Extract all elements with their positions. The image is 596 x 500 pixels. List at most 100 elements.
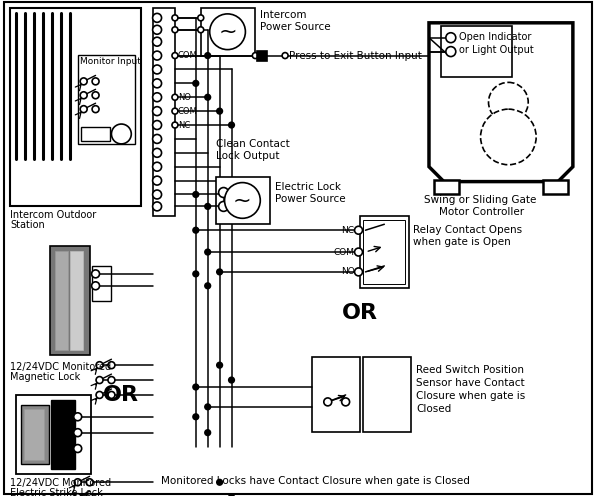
Circle shape: [92, 78, 99, 85]
Bar: [92, 266, 111, 300]
Circle shape: [153, 79, 162, 88]
Circle shape: [342, 398, 350, 406]
Text: Intercom: Intercom: [260, 10, 307, 20]
Text: NO: NO: [178, 92, 191, 102]
Text: COM: COM: [178, 106, 198, 116]
Circle shape: [217, 269, 222, 274]
Text: Power Source: Power Source: [275, 194, 346, 203]
Circle shape: [355, 226, 362, 234]
Circle shape: [96, 376, 103, 384]
Text: Monitored Locks have Contact Closure when gate is Closed: Monitored Locks have Contact Closure whe…: [161, 476, 470, 486]
Text: Power Source: Power Source: [260, 22, 331, 32]
Circle shape: [92, 282, 100, 290]
Circle shape: [153, 37, 162, 46]
Circle shape: [153, 106, 162, 116]
Text: 12/24VDC Monitored: 12/24VDC Monitored: [10, 478, 111, 488]
Bar: [51, 400, 74, 469]
Circle shape: [355, 248, 362, 256]
Circle shape: [205, 404, 210, 409]
Circle shape: [92, 106, 99, 112]
Circle shape: [205, 204, 210, 209]
Circle shape: [193, 414, 198, 420]
Polygon shape: [429, 23, 573, 182]
Text: OR: OR: [342, 302, 377, 322]
Circle shape: [229, 494, 234, 500]
Circle shape: [92, 92, 99, 98]
Bar: [364, 357, 411, 432]
Circle shape: [108, 362, 115, 368]
Bar: [441, 26, 513, 78]
Circle shape: [355, 268, 362, 276]
Circle shape: [219, 202, 228, 211]
Text: Motor Controller: Motor Controller: [439, 208, 524, 218]
Circle shape: [80, 78, 87, 85]
Text: OR: OR: [103, 385, 139, 405]
Circle shape: [80, 92, 87, 98]
Circle shape: [193, 228, 198, 233]
Bar: [24, 409, 44, 461]
Bar: [70, 251, 83, 350]
Circle shape: [229, 122, 234, 128]
Circle shape: [86, 479, 93, 486]
Circle shape: [324, 398, 332, 406]
Circle shape: [446, 46, 456, 56]
Circle shape: [205, 430, 210, 436]
Circle shape: [153, 148, 162, 158]
Text: COM: COM: [178, 51, 198, 60]
Circle shape: [153, 134, 162, 143]
Circle shape: [193, 192, 198, 198]
Text: Closure when gate is: Closure when gate is: [416, 391, 525, 401]
Circle shape: [205, 94, 210, 100]
Circle shape: [229, 378, 234, 383]
Circle shape: [172, 94, 178, 100]
Text: Swing or Sliding Gate: Swing or Sliding Gate: [424, 196, 536, 205]
Text: Lock Output: Lock Output: [216, 151, 279, 161]
Circle shape: [108, 376, 115, 384]
Circle shape: [172, 27, 178, 32]
Circle shape: [108, 392, 115, 398]
Circle shape: [282, 52, 288, 59]
Bar: [55, 251, 68, 350]
Circle shape: [153, 65, 162, 74]
Circle shape: [92, 270, 100, 278]
Circle shape: [153, 14, 162, 22]
Circle shape: [86, 494, 93, 500]
Circle shape: [193, 271, 198, 276]
Bar: [359, 216, 409, 288]
Bar: [216, 176, 270, 224]
Bar: [312, 357, 359, 432]
Circle shape: [480, 109, 536, 164]
Bar: [16, 395, 91, 474]
Circle shape: [172, 108, 178, 114]
Circle shape: [74, 428, 82, 436]
Text: ~: ~: [233, 190, 252, 210]
Bar: [50, 246, 89, 356]
Circle shape: [153, 26, 162, 34]
Circle shape: [74, 479, 81, 486]
Circle shape: [446, 32, 456, 42]
Bar: [153, 8, 175, 216]
Circle shape: [74, 444, 82, 452]
Text: NC: NC: [342, 226, 355, 234]
Circle shape: [153, 202, 162, 211]
Circle shape: [153, 51, 162, 60]
Circle shape: [217, 108, 222, 114]
Circle shape: [193, 80, 198, 86]
Bar: [543, 180, 568, 194]
Circle shape: [193, 384, 198, 390]
Bar: [10, 8, 141, 206]
Circle shape: [489, 82, 528, 122]
Text: when gate is Open: when gate is Open: [413, 237, 511, 247]
Text: Relay Contact Opens: Relay Contact Opens: [413, 225, 522, 235]
Bar: [21, 405, 49, 464]
Circle shape: [153, 120, 162, 130]
Text: 12/24VDC Monitored: 12/24VDC Monitored: [10, 362, 111, 372]
Circle shape: [96, 392, 103, 398]
Text: Intercom Outdoor: Intercom Outdoor: [10, 210, 97, 220]
Circle shape: [198, 27, 204, 32]
Text: Sensor have Contact: Sensor have Contact: [416, 378, 524, 388]
Text: ~: ~: [218, 22, 237, 42]
Circle shape: [153, 93, 162, 102]
Circle shape: [205, 283, 210, 288]
Text: Reed Switch Position: Reed Switch Position: [416, 365, 524, 375]
